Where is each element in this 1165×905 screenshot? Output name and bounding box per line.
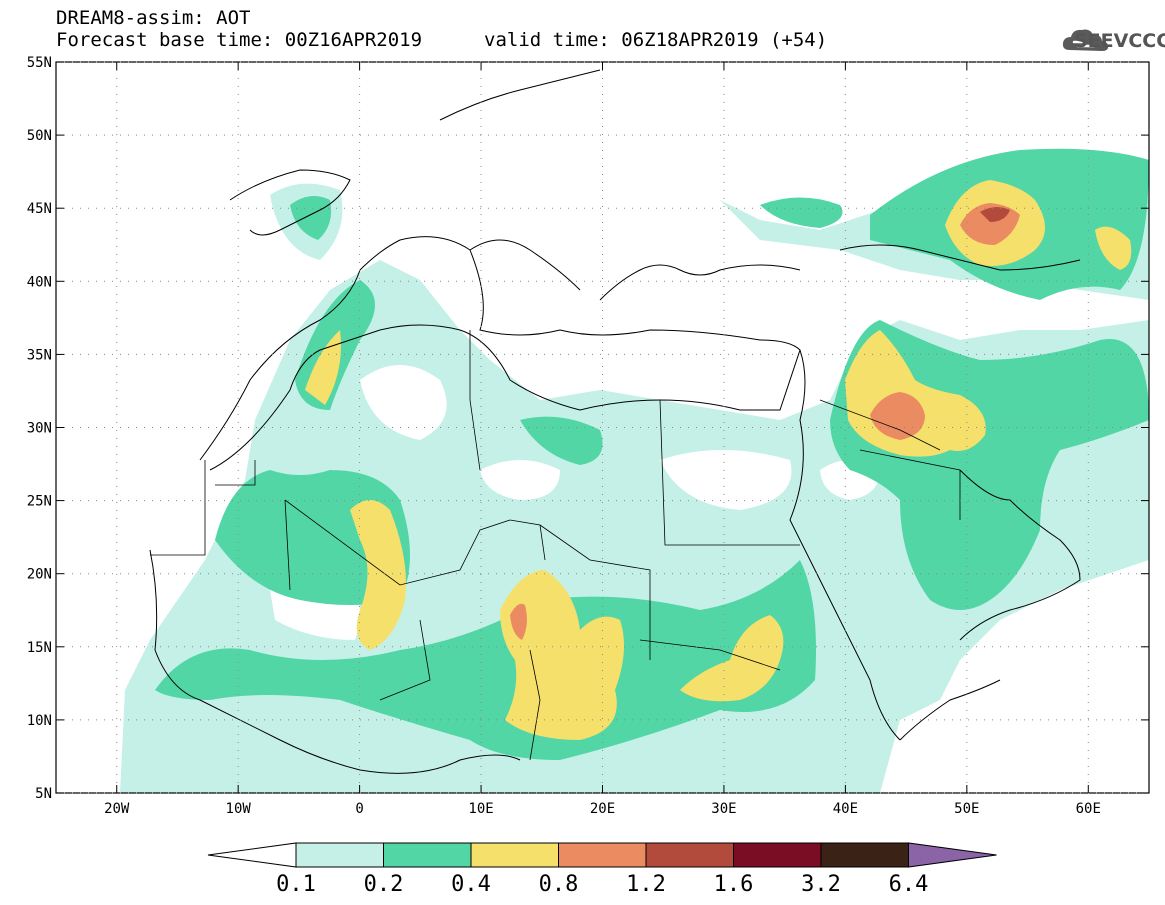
aot-level-04 xyxy=(305,180,1132,740)
colorbar: 0.1 0.2 0.4 0.8 1.2 1.6 3.2 6.4 xyxy=(207,842,997,897)
coastlines xyxy=(149,69,1081,774)
lon-label: 20E xyxy=(590,801,615,817)
colorbar-label: 0.4 xyxy=(451,872,491,897)
aot-level-12 xyxy=(980,206,1010,222)
lat-label: 55N xyxy=(27,55,52,71)
colorbar-box xyxy=(733,842,822,868)
valid-time: valid time: 06Z18APR2019 (+54) xyxy=(484,29,828,51)
lon-label: 10W xyxy=(226,801,252,817)
axis-ticks xyxy=(56,61,1149,794)
lon-label: 60E xyxy=(1076,801,1101,817)
lat-label: 5N xyxy=(35,786,52,802)
colorbar-label: 1.2 xyxy=(626,872,666,897)
seevccc-logo-text: SEEVCCC xyxy=(1074,30,1165,52)
lat-label: 25N xyxy=(27,494,52,510)
longitude-labels: 20W 10W 0 10E 20E 30E 40E 50E 60E xyxy=(104,801,1101,817)
map-title: DREAM8-assim: AOT xyxy=(56,7,251,29)
colorbar-box xyxy=(558,842,647,868)
colorbar-over-arrow xyxy=(908,842,997,868)
colorbar-box xyxy=(295,842,384,868)
lat-label: 30N xyxy=(27,421,52,437)
colorbar-box xyxy=(820,842,909,868)
colorbar-label: 0.1 xyxy=(276,872,316,897)
lat-label: 35N xyxy=(27,347,52,363)
cloud-icon xyxy=(1062,29,1109,51)
colorbar-box xyxy=(470,842,559,868)
lat-label: 40N xyxy=(27,274,52,290)
lat-label: 15N xyxy=(27,640,52,656)
colorbar-label: 0.2 xyxy=(364,872,404,897)
colorbar-label: 3.2 xyxy=(801,872,841,897)
lon-label: 30E xyxy=(711,801,736,817)
forecast-base-time: Forecast base time: 00Z16APR2019 xyxy=(56,29,423,51)
colorbar-box xyxy=(383,842,472,868)
lat-label: 45N xyxy=(27,201,52,217)
country-borders xyxy=(150,330,961,761)
colorbar-under-arrow xyxy=(207,842,297,868)
lon-label: 40E xyxy=(833,801,858,817)
lon-label: 20W xyxy=(104,801,130,817)
aot-field xyxy=(120,69,1149,793)
lon-label: 10E xyxy=(468,801,493,817)
lat-label: 50N xyxy=(27,128,52,144)
colorbar-label: 1.6 xyxy=(714,872,754,897)
lon-label: 0 xyxy=(355,801,363,817)
latitude-labels: 55N 50N 45N 40N 35N 30N 25N 20N 15N 10N 5N xyxy=(27,55,52,802)
colorbar-label: 0.8 xyxy=(539,872,579,897)
colorbar-box xyxy=(645,842,734,868)
lat-label: 20N xyxy=(27,567,52,583)
lon-label: 50E xyxy=(954,801,979,817)
colorbar-label: 6.4 xyxy=(889,872,929,897)
lat-label: 10N xyxy=(27,713,52,729)
